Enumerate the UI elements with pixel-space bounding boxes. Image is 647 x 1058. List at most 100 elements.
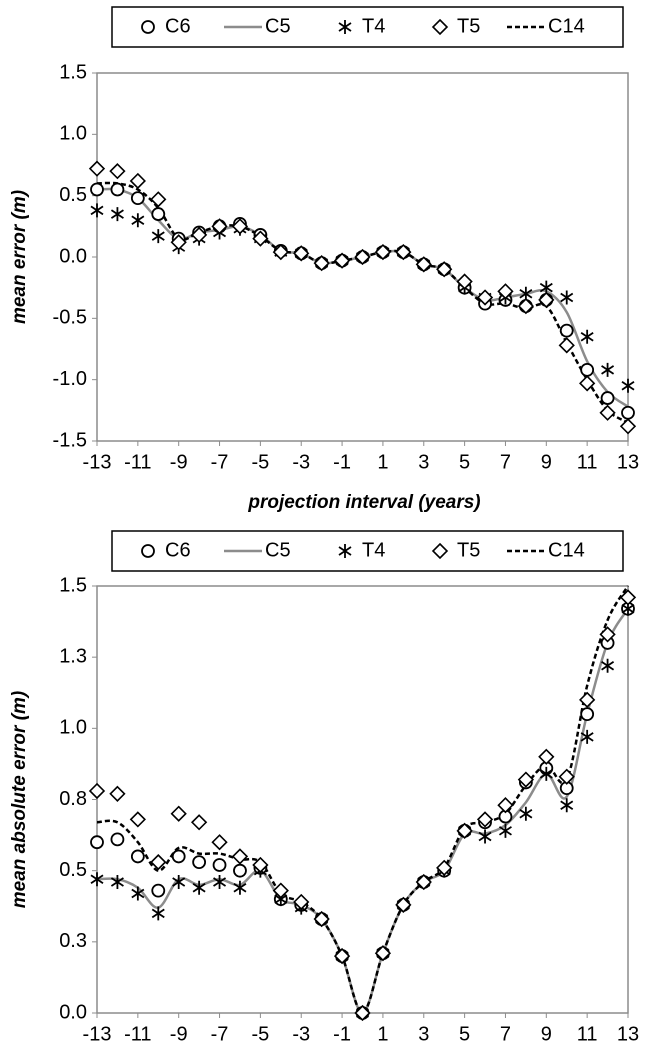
marker-circle (171, 849, 186, 864)
marker-diamond (415, 256, 432, 273)
marker-circle (600, 391, 615, 405)
legend-label: C5 (265, 15, 291, 37)
marker-circle (110, 832, 125, 847)
marker-diamond (211, 834, 228, 851)
legend-label: C6 (165, 539, 191, 561)
marker-diamond (129, 811, 146, 828)
marker-asterisk (151, 229, 165, 244)
x-tick-label: 7 (500, 1023, 511, 1045)
marker-circle (90, 182, 104, 197)
marker-diamond (599, 404, 616, 421)
legend-box (111, 6, 624, 48)
marker-diamond (579, 375, 596, 392)
marker-diamond (313, 255, 330, 272)
marker-circle (212, 858, 227, 872)
marker-circle (141, 20, 155, 34)
marker-circle (580, 362, 595, 377)
x-tick-label: 13 (617, 451, 639, 473)
marker-diamond (150, 191, 167, 208)
x-axis-title: projection interval (years) (247, 492, 480, 513)
x-tick-label: -5 (251, 1023, 269, 1045)
marker-asterisk (151, 906, 165, 921)
marker-circle (192, 855, 207, 870)
x-tick-label: 5 (459, 451, 470, 473)
marker-diamond (333, 252, 351, 269)
legend-label: T4 (362, 539, 385, 561)
marker-asterisk (539, 766, 553, 781)
y-axis-title: mean absolute error (m) (9, 691, 30, 909)
marker-diamond (129, 172, 146, 190)
marker-diamond (272, 882, 289, 899)
marker-asterisk (601, 658, 615, 673)
marker-diamond (431, 18, 449, 36)
marker-diamond (88, 782, 106, 800)
marker-diamond (252, 230, 269, 247)
x-tick-label: 1 (377, 1023, 388, 1045)
marker-diamond (272, 243, 289, 261)
marker-diamond (211, 218, 228, 235)
marker-asterisk (110, 207, 124, 222)
marker-diamond (538, 748, 555, 765)
marker-asterisk (338, 544, 352, 558)
marker-circle (559, 323, 574, 338)
x-tick-label: -5 (251, 451, 269, 473)
marker-diamond (109, 163, 126, 180)
marker-diamond (538, 291, 555, 309)
x-tick-label: -1 (333, 1023, 351, 1045)
marker-diamond (190, 814, 208, 831)
marker-diamond (456, 273, 473, 290)
marker-asterisk (580, 729, 594, 744)
marker-diamond (476, 289, 494, 306)
marker-asterisk (601, 362, 615, 377)
y-tick-label: 0.8 (59, 788, 87, 810)
marker-asterisk (519, 806, 533, 821)
marker-diamond (109, 785, 126, 802)
marker-asterisk (172, 875, 186, 890)
x-tick-label: 1 (377, 451, 388, 473)
legend-label: C14 (548, 15, 585, 37)
marker-asterisk (560, 798, 574, 813)
marker-diamond (354, 1004, 371, 1022)
y-tick-label: 0.0 (59, 1001, 87, 1023)
marker-diamond (436, 859, 453, 876)
x-tick-label: -11 (124, 1023, 151, 1045)
x-tick-label: -13 (83, 451, 112, 473)
y-tick-label: 0.5 (59, 184, 87, 206)
marker-circle (110, 182, 125, 197)
x-tick-label: -7 (211, 451, 229, 473)
marker-asterisk (580, 329, 594, 344)
chart: 0.00.30.50.81.01.31.5-13 -11 -9 -7 -5 -3 -1 1 3 5… (9, 530, 639, 1045)
x-tick-label: -3 (292, 451, 310, 473)
marker-asterisk (338, 20, 352, 34)
x-tick-label: 13 (617, 1023, 639, 1045)
legend-label: C14 (548, 539, 585, 561)
x-tick-label: -9 (170, 451, 188, 473)
marker-circle (130, 849, 145, 864)
y-axis-title: mean error (m) (9, 190, 30, 324)
legend-label: C6 (165, 15, 191, 37)
marker-diamond (517, 297, 535, 315)
marker-diamond (497, 283, 514, 300)
marker-asterisk (621, 378, 635, 393)
y-tick-label: 1.5 (59, 61, 87, 83)
marker-circle (621, 405, 635, 420)
y-tick-label: 0.0 (59, 245, 87, 267)
y-tick-label: 1.0 (59, 123, 87, 145)
marker-diamond (497, 797, 514, 814)
marker-asterisk (131, 886, 145, 901)
marker-circle (233, 863, 247, 878)
marker-asterisk (498, 823, 512, 838)
marker-diamond (619, 418, 637, 435)
marker-asterisk (90, 203, 104, 218)
marker-circle (90, 835, 104, 850)
y-tick-label: -0.5 (53, 307, 87, 329)
x-tick-label: 11 (577, 451, 598, 473)
legend-label: T4 (362, 15, 385, 37)
x-tick-label: -13 (83, 1023, 112, 1045)
marker-asterisk (131, 213, 145, 228)
marker-diamond (333, 947, 351, 965)
legend-label: T5 (457, 15, 480, 37)
marker-asterisk (213, 875, 227, 890)
chart: -1.5-1.0-0.50.00.51.01.5-13 -11 -9 -7 -5 -3 -1… (9, 6, 639, 513)
marker-diamond (517, 771, 535, 788)
